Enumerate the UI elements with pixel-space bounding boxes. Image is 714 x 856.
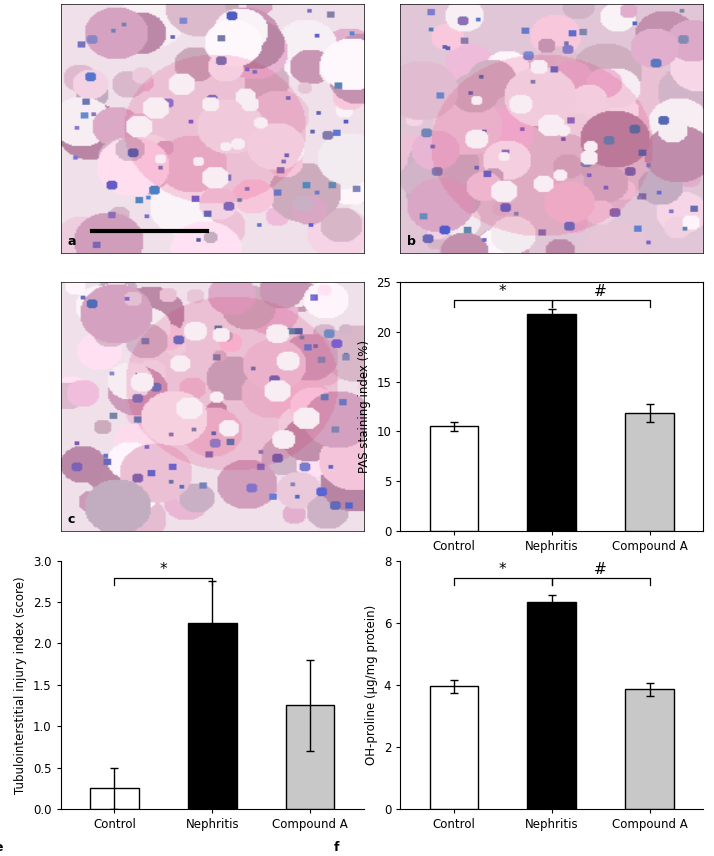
Text: *: * (499, 283, 507, 299)
Text: *: * (159, 562, 167, 577)
Bar (625, 413, 674, 531)
Text: a: a (68, 235, 76, 248)
Text: f: f (333, 841, 339, 854)
Bar (527, 314, 576, 531)
Y-axis label: Tubulointerstitial injury index (score): Tubulointerstitial injury index (score) (14, 576, 27, 794)
Bar (430, 687, 478, 809)
Bar (286, 705, 334, 809)
Bar (527, 603, 576, 809)
Text: d: d (333, 563, 343, 576)
Bar (90, 788, 139, 809)
Bar (625, 689, 674, 809)
Text: c: c (68, 514, 75, 526)
Y-axis label: OH-proline (μg/mg protein): OH-proline (μg/mg protein) (365, 604, 378, 765)
Text: b: b (407, 235, 416, 248)
Bar (188, 622, 237, 809)
Y-axis label: PAS staining index (%): PAS staining index (%) (358, 340, 371, 473)
Bar (430, 426, 478, 531)
Text: #: # (594, 562, 607, 577)
Text: #: # (594, 283, 607, 299)
Text: *: * (499, 562, 507, 577)
Text: e: e (0, 841, 3, 854)
